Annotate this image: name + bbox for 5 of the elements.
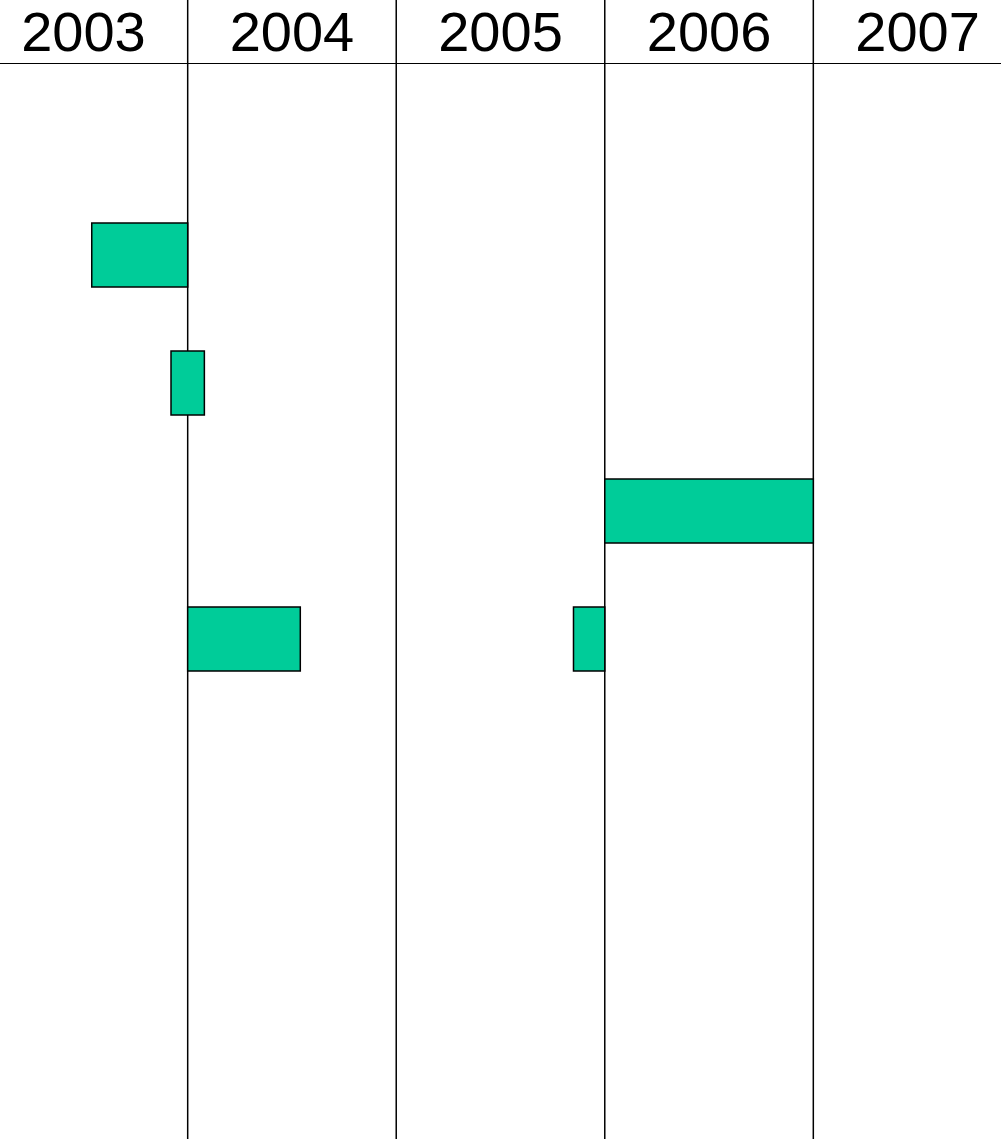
x-tick-label: 2004 — [229, 0, 355, 63]
x-tick-label: 2003 — [21, 0, 146, 63]
x-tick-label: 2006 — [646, 0, 772, 63]
x-tick-label: 2007 — [855, 0, 980, 63]
x-tick-label: 2005 — [438, 0, 563, 63]
